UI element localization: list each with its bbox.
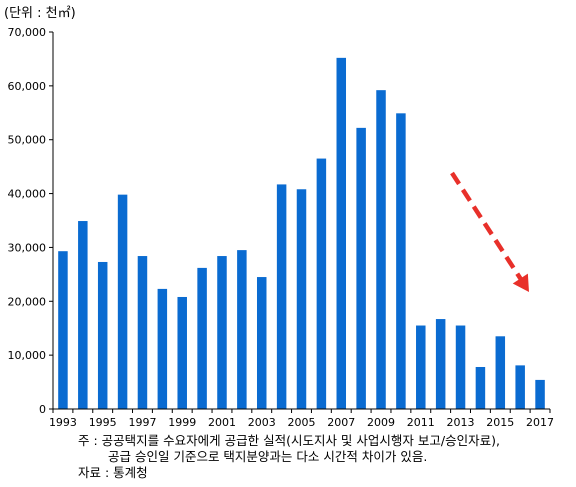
bar-2017 <box>535 379 545 409</box>
trend-arrow <box>450 171 529 292</box>
x-tick-label: 2017 <box>526 416 554 429</box>
y-tick-label: 10,000 <box>8 349 47 362</box>
x-tick-label: 1997 <box>128 416 156 429</box>
y-tick-label: 20,000 <box>8 295 47 308</box>
bar-1995 <box>97 261 108 409</box>
x-tick-label: 2001 <box>208 416 236 429</box>
bar-2002 <box>237 250 247 409</box>
y-tick-label: 60,000 <box>8 80 47 93</box>
trend-arrow-shaft <box>450 171 524 283</box>
bar-1993 <box>58 251 68 409</box>
y-axis: 0 10,000 20,000 30,000 40,000 50,000 60,000 70,… <box>8 26 54 416</box>
x-tick-label: 1995 <box>89 416 117 429</box>
y-tick-label: 40,000 <box>8 188 47 201</box>
note-line-2: 공급 승인일 기준으로 택지분양과는 다소 시간적 차이가 있음. <box>108 449 428 464</box>
x-tick-label: 2009 <box>367 416 395 429</box>
bar-2000 <box>197 267 207 409</box>
bar-chart: 0 10,000 20,000 30,000 40,000 50,000 60,000 70,… <box>8 26 555 429</box>
x-tick-label: 2007 <box>327 416 355 429</box>
bar-2003 <box>256 277 267 409</box>
y-tick-label: 50,000 <box>8 134 47 147</box>
bar-2010 <box>396 113 406 410</box>
unit-label: (단위 : 천㎡) <box>4 6 76 21</box>
source-line: 자료 : 통계청 <box>78 465 148 480</box>
bar-2008 <box>356 127 366 409</box>
x-tick-label: 1999 <box>168 416 196 429</box>
bar-2006 <box>316 158 327 409</box>
bar-1994 <box>78 221 88 409</box>
trend-arrow-head <box>512 273 529 292</box>
x-tick-label: 2015 <box>486 416 514 429</box>
bar-2005 <box>296 189 307 409</box>
y-tick-label: 0 <box>39 403 46 416</box>
x-tick-label: 2003 <box>248 416 276 429</box>
bar-1997 <box>137 256 148 409</box>
chart-notes: 주 : 공공택지를 수요자에게 공급한 실적(시도지사 및 사업시행자 보고/승… <box>0 433 576 481</box>
bar-2013 <box>455 325 466 409</box>
bars <box>58 57 545 410</box>
bar-1998 <box>157 288 168 409</box>
bar-2015 <box>495 336 506 409</box>
bar-2011 <box>416 325 426 409</box>
x-axis: 1993 1995 1997 1999 2001 2003 2005 2007 2009 2011… <box>49 408 554 429</box>
x-tick-label: 1993 <box>49 416 77 429</box>
bar-1996 <box>117 194 128 409</box>
bar-2014 <box>475 366 486 409</box>
x-tick-label: 2013 <box>447 416 475 429</box>
bar-2016 <box>515 365 525 409</box>
y-tick-label: 30,000 <box>8 241 47 254</box>
x-tick-label: 2005 <box>288 416 316 429</box>
bar-2012 <box>435 319 446 409</box>
bar-2009 <box>376 90 386 409</box>
y-tick-label: 70,000 <box>8 26 47 39</box>
bar-1999 <box>177 296 187 409</box>
bar-2004 <box>276 184 287 409</box>
x-tick-label: 2011 <box>407 416 435 429</box>
note-line-1: 주 : 공공택지를 수요자에게 공급한 실적(시도지사 및 사업시행자 보고/승… <box>78 433 500 448</box>
bar-2001 <box>217 256 227 409</box>
bar-2007 <box>336 57 347 409</box>
